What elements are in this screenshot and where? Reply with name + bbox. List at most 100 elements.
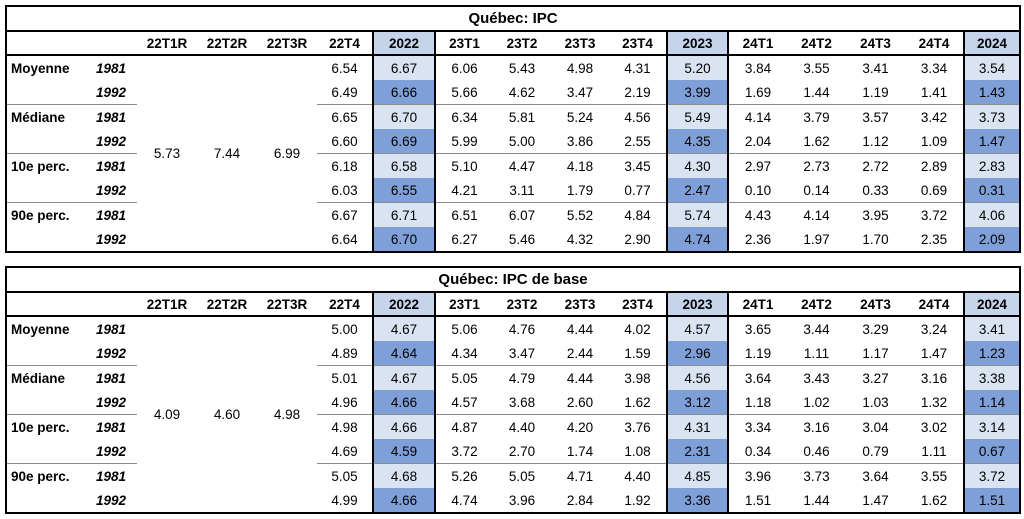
column-header-24t2: 24T2 [787,292,846,317]
value-cell-23t4: 1.08 [624,443,651,459]
table-row: 90e perc. 1981 5.05 4.68 5.26 5.05 4.71 4.40 4.8… [6,463,1022,488]
value-cell-2024: 2.83 [962,153,1022,178]
value-cell-23t2: 3.96 [508,492,536,508]
column-header-2023: 2023 [666,292,729,317]
value-cell-2023: 5.49 [666,104,729,129]
value-cell-24t2: 0.14 [803,182,830,198]
table-row: Moyenne 1981 4.09 4.60 4.98 5.00 4.67 5.06 4.76 4… [6,316,1022,422]
table-row: 1992 4.99 4.66 4.74 3.96 2.84 1.92 3.36 1.51 1.44… [6,488,1022,513]
value-cell-24t4: 1.09 [920,133,948,149]
column-header-24t2: 24T2 [787,31,846,56]
value-cell-23t2: 2.70 [508,443,536,459]
table-row: 1992 6.49 6.66 5.66 4.62 3.47 2.19 3.99 1.69 1.44… [6,80,1022,105]
column-header-2023: 2023 [666,31,729,56]
value-cell-23t1: 4.21 [451,182,478,198]
value-cell-24t4: 1.32 [920,394,948,410]
value-cell-24t2: 1.44 [803,492,830,508]
column-header-22t3r: 22T3R [257,31,317,56]
value-cell-22t4: 4.98 [317,414,373,439]
value-cell-2023: 4.74 [666,227,729,252]
value-cell-24t3: 3.95 [846,202,905,227]
value-cell-2023: 4.85 [666,463,729,488]
value-cell-2024: 3.54 [962,55,1022,80]
value-cell-23t1: 4.87 [435,414,493,439]
column-header-24t4: 24T4 [905,31,964,56]
value-cell-24t1: 3.34 [728,414,787,439]
value-cell-22t4: 6.64 [331,231,358,247]
value-cell-22t4: 6.60 [331,133,358,149]
column-header-22t1r: 22T1R [137,292,197,317]
value-cell-2024: 3.73 [962,104,1022,129]
value-cell-23t4: 2.55 [624,133,651,149]
revised-estimate-22t2r: 4.60 [213,407,241,422]
value-cell-23t3: 4.44 [551,365,609,390]
column-header-24t1: 24T1 [728,292,787,317]
value-cell-23t4: 3.76 [609,414,667,439]
value-cell-2023: 4.30 [666,153,729,178]
table-row: 10e perc. 1981 6.18 6.58 5.10 4.47 4.18 3.45 4.3… [6,153,1022,178]
base-year-label: 1992 [96,84,127,100]
revised-estimate-22t3r: 4.98 [273,407,301,422]
revised-estimate-22t2r: 7.44 [213,146,241,161]
value-cell-23t1: 6.34 [435,104,493,129]
value-cell-2022: 6.69 [372,129,436,154]
value-cell-2023: 2.47 [666,178,729,203]
value-cell-2024: 0.31 [962,178,1022,203]
value-cell-24t3: 2.72 [846,153,905,178]
value-cell-23t2: 5.81 [493,104,551,129]
value-cell-2023: 4.31 [666,414,729,439]
value-cell-2023: 5.20 [666,55,729,80]
value-cell-24t3: 3.29 [862,321,889,337]
value-cell-2024: 1.43 [962,80,1022,105]
table-row: 1992 6.64 6.70 6.27 5.46 4.32 2.90 4.74 2.36 1.97… [6,227,1022,252]
value-cell-24t2: 3.43 [787,365,846,390]
column-header-22t3r: 22T3R [257,292,317,317]
value-cell-2022: 4.68 [372,463,436,488]
value-cell-24t1: 1.69 [744,84,772,100]
value-cell-23t2: 5.00 [508,133,536,149]
table-title-row: Québec: IPC [6,6,1021,32]
value-cell-23t1: 5.66 [451,84,478,100]
value-cell-23t2: 4.79 [493,365,551,390]
table-row: Moyenne 1981 5.73 7.44 6.99 6.54 6.67 6.06 5.43 4… [6,55,1022,161]
value-cell-23t2: 4.76 [508,321,536,337]
base-year-label: 1981 [96,321,127,337]
value-cell-23t4: 1.59 [624,345,651,361]
value-cell-23t3: 4.32 [566,231,594,247]
value-cell-24t1: 1.51 [744,492,772,508]
column-header-23t1: 23T1 [435,292,493,317]
base-year-label: 1981 [96,60,127,76]
value-cell-2023: 4.35 [666,129,729,154]
row-label: Moyenne [11,60,70,76]
value-cell-24t3: 3.41 [862,60,889,76]
value-cell-23t1: 4.34 [451,345,478,361]
value-cell-22t4: 5.05 [317,463,373,488]
value-cell-24t2: 3.73 [787,463,846,488]
row-label-empty [6,341,88,366]
table-row: 10e perc. 1981 4.98 4.66 4.87 4.40 4.20 3.76 4.3… [6,414,1022,439]
value-cell-2024: 1.14 [962,390,1022,415]
value-cell-23t1: 5.99 [451,133,478,149]
column-header-2022: 2022 [372,31,436,56]
row-label-empty [6,178,88,203]
value-cell-2023: 5.74 [666,202,729,227]
value-cell-2022: 4.66 [372,414,436,439]
value-cell-23t3: 2.44 [566,345,594,361]
value-cell-24t3: 1.12 [862,133,889,149]
value-cell-24t4: 1.41 [920,84,948,100]
value-cell-23t4: 4.40 [609,463,667,488]
value-cell-24t3: 1.19 [862,84,889,100]
row-label-empty [6,227,88,252]
base-year-label: 1992 [96,345,127,361]
revised-estimate-22t1r: 4.09 [153,407,181,422]
value-cell-24t3: 1.47 [862,492,889,508]
value-cell-23t3: 4.18 [551,153,609,178]
value-cell-23t1: 6.27 [451,231,478,247]
value-cell-24t3: 0.79 [862,443,889,459]
base-year-label: 1992 [96,231,127,247]
base-year-label: 1981 [88,365,137,390]
base-year-label: 1981 [88,414,137,439]
value-cell-2022: 6.66 [372,80,436,105]
value-cell-2022: 4.67 [372,365,436,390]
